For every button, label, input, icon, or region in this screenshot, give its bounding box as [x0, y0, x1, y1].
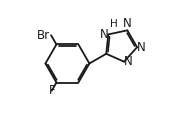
Text: F: F	[48, 84, 55, 97]
Text: N: N	[124, 55, 133, 68]
Text: N: N	[123, 17, 132, 30]
Text: N: N	[100, 28, 108, 41]
Text: H: H	[109, 19, 117, 29]
Text: N: N	[137, 41, 146, 54]
Text: Br: Br	[37, 29, 50, 42]
